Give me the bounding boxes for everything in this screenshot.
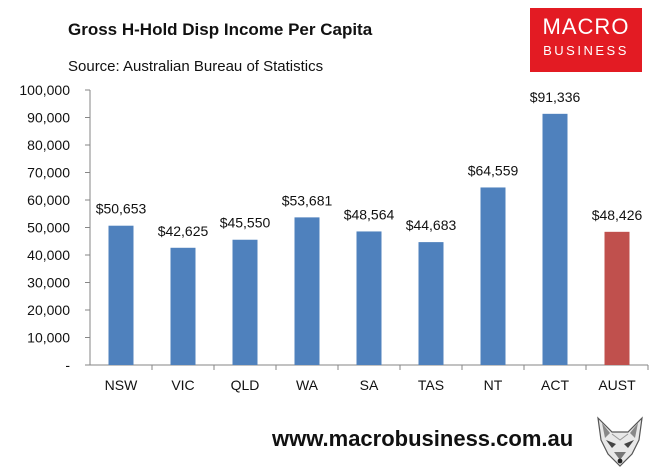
data-label-aust: $48,426 xyxy=(592,207,643,223)
y-tick-label: 20,000 xyxy=(27,302,70,318)
macro-business-logo: MACRO BUSINESS xyxy=(530,8,642,72)
y-tick-label: 50,000 xyxy=(27,220,70,236)
y-tick-label: 100,000 xyxy=(19,82,70,98)
logo-line-2: BUSINESS xyxy=(543,43,629,58)
x-tick-label: NSW xyxy=(105,377,138,393)
y-tick-label: 30,000 xyxy=(27,275,70,291)
y-tick-label: 40,000 xyxy=(27,247,70,263)
data-label-tas: $44,683 xyxy=(406,217,457,233)
x-tick-label: WA xyxy=(296,377,319,393)
data-label-nsw: $50,653 xyxy=(96,201,147,217)
bar-tas xyxy=(418,242,444,365)
data-label-qld: $45,550 xyxy=(220,215,271,231)
bar-wa xyxy=(294,217,320,365)
data-label-act: $91,336 xyxy=(530,89,581,105)
x-tick-label: QLD xyxy=(231,377,260,393)
x-tick-label: AUST xyxy=(598,377,636,393)
x-tick-label: NT xyxy=(484,377,503,393)
y-tick-label: 60,000 xyxy=(27,192,70,208)
chart-source: Source: Australian Bureau of Statistics xyxy=(68,58,324,75)
data-label-sa: $48,564 xyxy=(344,206,395,222)
bar-vic xyxy=(170,247,196,365)
y-tick-label: 90,000 xyxy=(27,110,70,126)
fox-mascot-icon xyxy=(592,414,648,470)
logo-line-1: MACRO xyxy=(542,14,630,39)
data-label-wa: $53,681 xyxy=(282,192,333,208)
website-url[interactable]: www.macrobusiness.com.au xyxy=(272,426,574,451)
bar-nsw xyxy=(108,225,134,365)
x-tick-label: ACT xyxy=(541,377,569,393)
bar-qld xyxy=(232,239,258,365)
y-tick-label: 80,000 xyxy=(27,137,70,153)
bar-sa xyxy=(356,231,382,365)
y-tick-label: - xyxy=(65,357,70,373)
bar-act xyxy=(542,113,568,366)
x-tick-label: SA xyxy=(360,377,379,393)
y-tick-label: 70,000 xyxy=(27,165,70,181)
data-label-vic: $42,625 xyxy=(158,223,209,239)
data-label-nt: $64,559 xyxy=(468,162,519,178)
bar-aust xyxy=(604,231,630,365)
bar-nt xyxy=(480,187,506,365)
y-tick-label: 10,000 xyxy=(27,330,70,346)
x-tick-label: TAS xyxy=(418,377,444,393)
x-tick-label: VIC xyxy=(171,377,194,393)
chart-title: Gross H-Hold Disp Income Per Capita xyxy=(68,20,373,39)
